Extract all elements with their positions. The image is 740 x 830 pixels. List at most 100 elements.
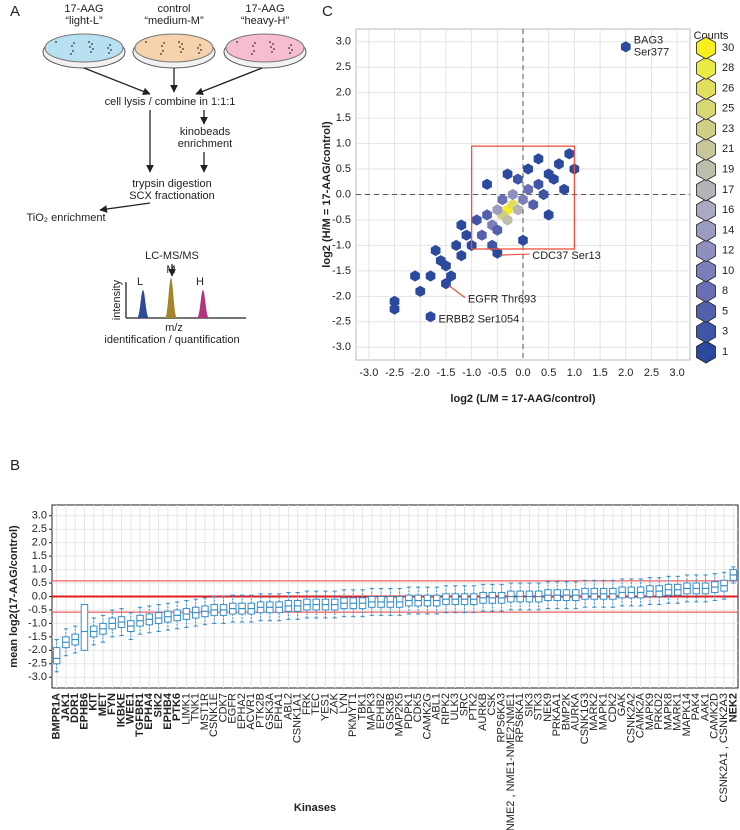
colorbar-label: 14 — [722, 224, 734, 236]
hexbin — [543, 209, 554, 221]
colorbar-hex — [696, 279, 716, 303]
x-tick-label: CSNK1G3 — [579, 693, 591, 744]
colorbar-hex — [696, 158, 716, 182]
cell — [145, 41, 147, 43]
x-tick-label: RPS6KA1 — [514, 693, 526, 743]
peak-label: M — [166, 264, 175, 276]
hexbin — [620, 41, 631, 53]
annotation: BAG3 — [634, 35, 663, 47]
dish-label: control — [157, 3, 190, 15]
x-tick-label: FYN — [106, 693, 118, 715]
hexbin — [451, 239, 461, 251]
cell — [273, 48, 275, 50]
arrow — [195, 67, 263, 96]
cell — [253, 50, 255, 52]
x-axis-label: Kinases — [294, 802, 336, 814]
step: enrichment — [178, 138, 232, 150]
hexbin — [425, 311, 436, 323]
cell — [236, 41, 238, 43]
cell — [107, 47, 109, 49]
x-tick-label: CAMK2G — [421, 693, 433, 739]
dish-label: 17-AAG — [245, 3, 284, 15]
hexbin — [492, 224, 503, 236]
x-tick-label: SIK3 — [523, 693, 535, 717]
cell — [290, 44, 292, 46]
cell — [55, 41, 57, 43]
step: identification / quantification — [104, 334, 239, 346]
colorbar-hex — [696, 218, 716, 242]
cell — [199, 44, 201, 46]
x-tick-label: EPHA1 — [273, 693, 285, 729]
x-tick-label: CSNK2A1 , CSNK2A3 — [718, 693, 730, 802]
x-tick-label: 2.5 — [644, 367, 659, 379]
y-axis-label: log2 (H/M = 17-AAG/control) — [321, 121, 333, 268]
x-tick-label: DDR1 — [69, 693, 81, 723]
x-tick-label: EGFR — [227, 693, 239, 724]
x-tick-label: MST1R — [199, 693, 211, 730]
cell — [92, 48, 94, 50]
hexbin — [471, 214, 482, 226]
hexbin — [456, 219, 467, 231]
colorbar-label: 19 — [722, 164, 734, 176]
cell — [109, 44, 111, 46]
x-tick-label: CSNK1E — [208, 693, 220, 737]
y-tick-label: -1.5 — [332, 265, 351, 277]
cell — [198, 52, 200, 54]
x-tick-label: PKMYT1 — [347, 693, 359, 737]
annotation: EGFR Thr693 — [468, 294, 536, 306]
hexbin — [523, 183, 533, 195]
step: cell lysis / combine in 1:1:1 — [105, 96, 236, 108]
hexbin — [513, 173, 523, 185]
peak — [137, 290, 149, 318]
cell — [251, 53, 253, 55]
x-tick-label: TNK1 — [190, 693, 202, 721]
hexbin — [492, 204, 503, 216]
x-tick-label: TBK1 — [356, 693, 368, 721]
x-tick-label: EPHA4 — [143, 692, 155, 730]
hexbin — [502, 214, 513, 226]
cell — [91, 43, 93, 45]
y-tick-label: -2.5 — [332, 316, 351, 328]
panel-label: B — [10, 457, 20, 474]
y-tick-label: -1.5 — [28, 631, 47, 643]
hexbin — [425, 270, 436, 282]
x-tick-label: ACVR1 — [245, 693, 257, 730]
x-tick-label: 1.0 — [567, 367, 582, 379]
arrow — [99, 202, 151, 213]
x-tick-label: EPHB6 — [78, 693, 90, 730]
cell — [289, 52, 291, 54]
cell — [272, 43, 274, 45]
dish-medium — [225, 33, 305, 63]
x-tick-label: CAMK2D — [709, 693, 721, 739]
colorbar-label: 10 — [722, 265, 734, 277]
x-tick-label: STK3 — [533, 693, 545, 721]
y-tick-label: -2.0 — [28, 644, 47, 656]
colorbar-label: 17 — [722, 184, 734, 196]
x-tick-label: RPS6KA3 — [496, 693, 508, 743]
x-tick-label: -0.5 — [488, 367, 507, 379]
y-axis-label: mean log2(17-AAG/control) — [8, 525, 20, 668]
hexbin — [538, 188, 549, 201]
highlight-box — [470, 145, 576, 250]
cell — [163, 42, 165, 44]
x-tick-label: IKBKE — [115, 693, 127, 727]
cell — [179, 46, 181, 48]
x-tick-label: SIK2 — [153, 693, 165, 717]
x-tick-label: -1.0 — [462, 367, 481, 379]
x-tick-label: NEK9 — [542, 693, 554, 722]
colorbar-hex — [696, 320, 716, 344]
x-tick-label: MAP2K5 — [394, 693, 406, 736]
hexbin — [456, 250, 467, 262]
colorbar-label: 26 — [722, 82, 734, 94]
y-tick-label: -0.5 — [332, 214, 351, 226]
axis-label: m/z — [165, 322, 183, 334]
colorbar-hex — [696, 259, 716, 283]
x-tick-label: GAK — [616, 692, 628, 716]
x-tick-label: TGFBR1 — [134, 693, 146, 737]
hexbin — [435, 255, 446, 267]
colorbar-label: 25 — [722, 103, 734, 115]
leader-line — [448, 285, 466, 299]
cell — [89, 46, 91, 48]
x-tick-label: TEC — [310, 693, 322, 715]
